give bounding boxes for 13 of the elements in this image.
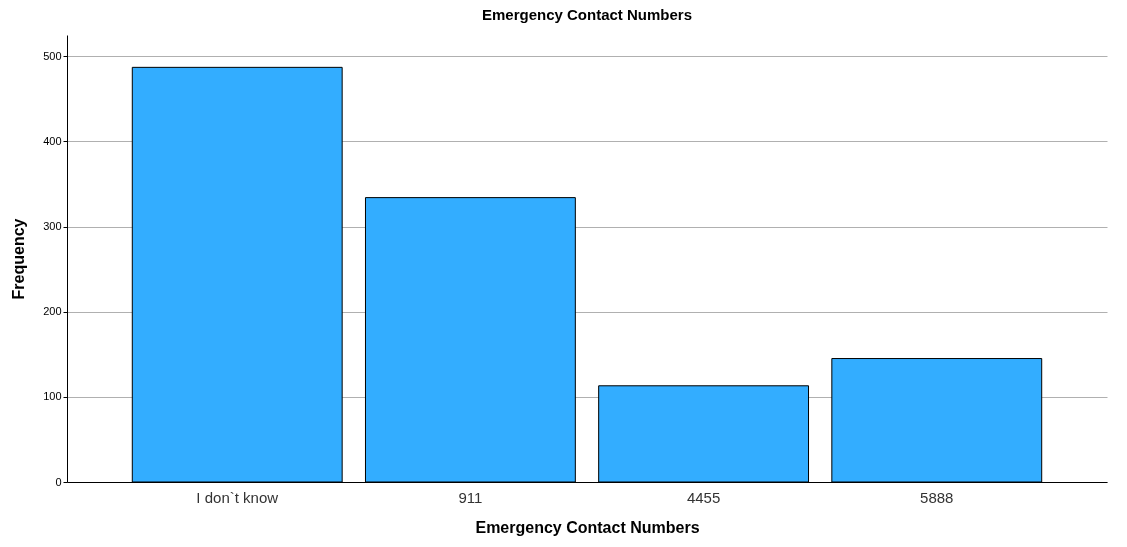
x-tick-label: 911	[458, 488, 483, 506]
y-tick-label: 500	[43, 49, 62, 62]
x-tick-label: 5888	[920, 488, 954, 506]
y-tick-label: 400	[43, 134, 62, 147]
y-tick-label: 0	[55, 475, 62, 488]
y-tick-label: 300	[43, 220, 62, 233]
y-axis-title: Frequency	[10, 218, 28, 300]
x-tick-label: I don`t know	[196, 488, 279, 506]
x-axis-title: Emergency Contact Numbers	[475, 518, 700, 536]
y-tick-label: 100	[43, 390, 62, 403]
y-tick-label: 200	[43, 305, 62, 318]
x-tick-label: 4455	[686, 488, 721, 506]
chart-title: Emergency Contact Numbers	[481, 6, 693, 23]
